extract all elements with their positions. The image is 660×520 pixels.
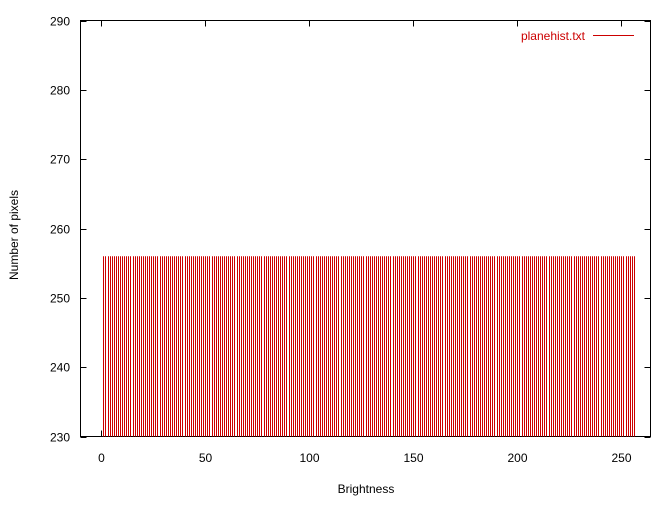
bar-series — [103, 256, 635, 437]
y-tick-label: 270 — [50, 153, 70, 167]
legend-label: planehist.txt — [521, 29, 586, 43]
legend: planehist.txt — [521, 29, 634, 43]
y-tick-label: 290 — [50, 15, 70, 29]
plot-frame — [80, 20, 651, 437]
y-tick-label: 260 — [50, 223, 70, 237]
y-tick-label: 280 — [50, 84, 70, 98]
x-tick-label: 200 — [507, 451, 527, 465]
y-axis-title: Number of pixels — [7, 190, 21, 280]
x-tick-label: 150 — [403, 451, 423, 465]
y-tick-label: 250 — [50, 292, 70, 306]
y-tick-label: 230 — [50, 431, 70, 445]
x-tick-label: 50 — [199, 451, 213, 465]
x-tick-label: 250 — [611, 451, 631, 465]
x-tick-label: 100 — [299, 451, 319, 465]
x-tick-label: 0 — [98, 451, 105, 465]
x-axis: 0 50 100 150 200 250 — [98, 20, 632, 465]
y-axis: 230 240 250 260 270 280 290 — [50, 15, 651, 445]
x-axis-title: Brightness — [338, 482, 395, 496]
y-tick-label: 240 — [50, 361, 70, 375]
